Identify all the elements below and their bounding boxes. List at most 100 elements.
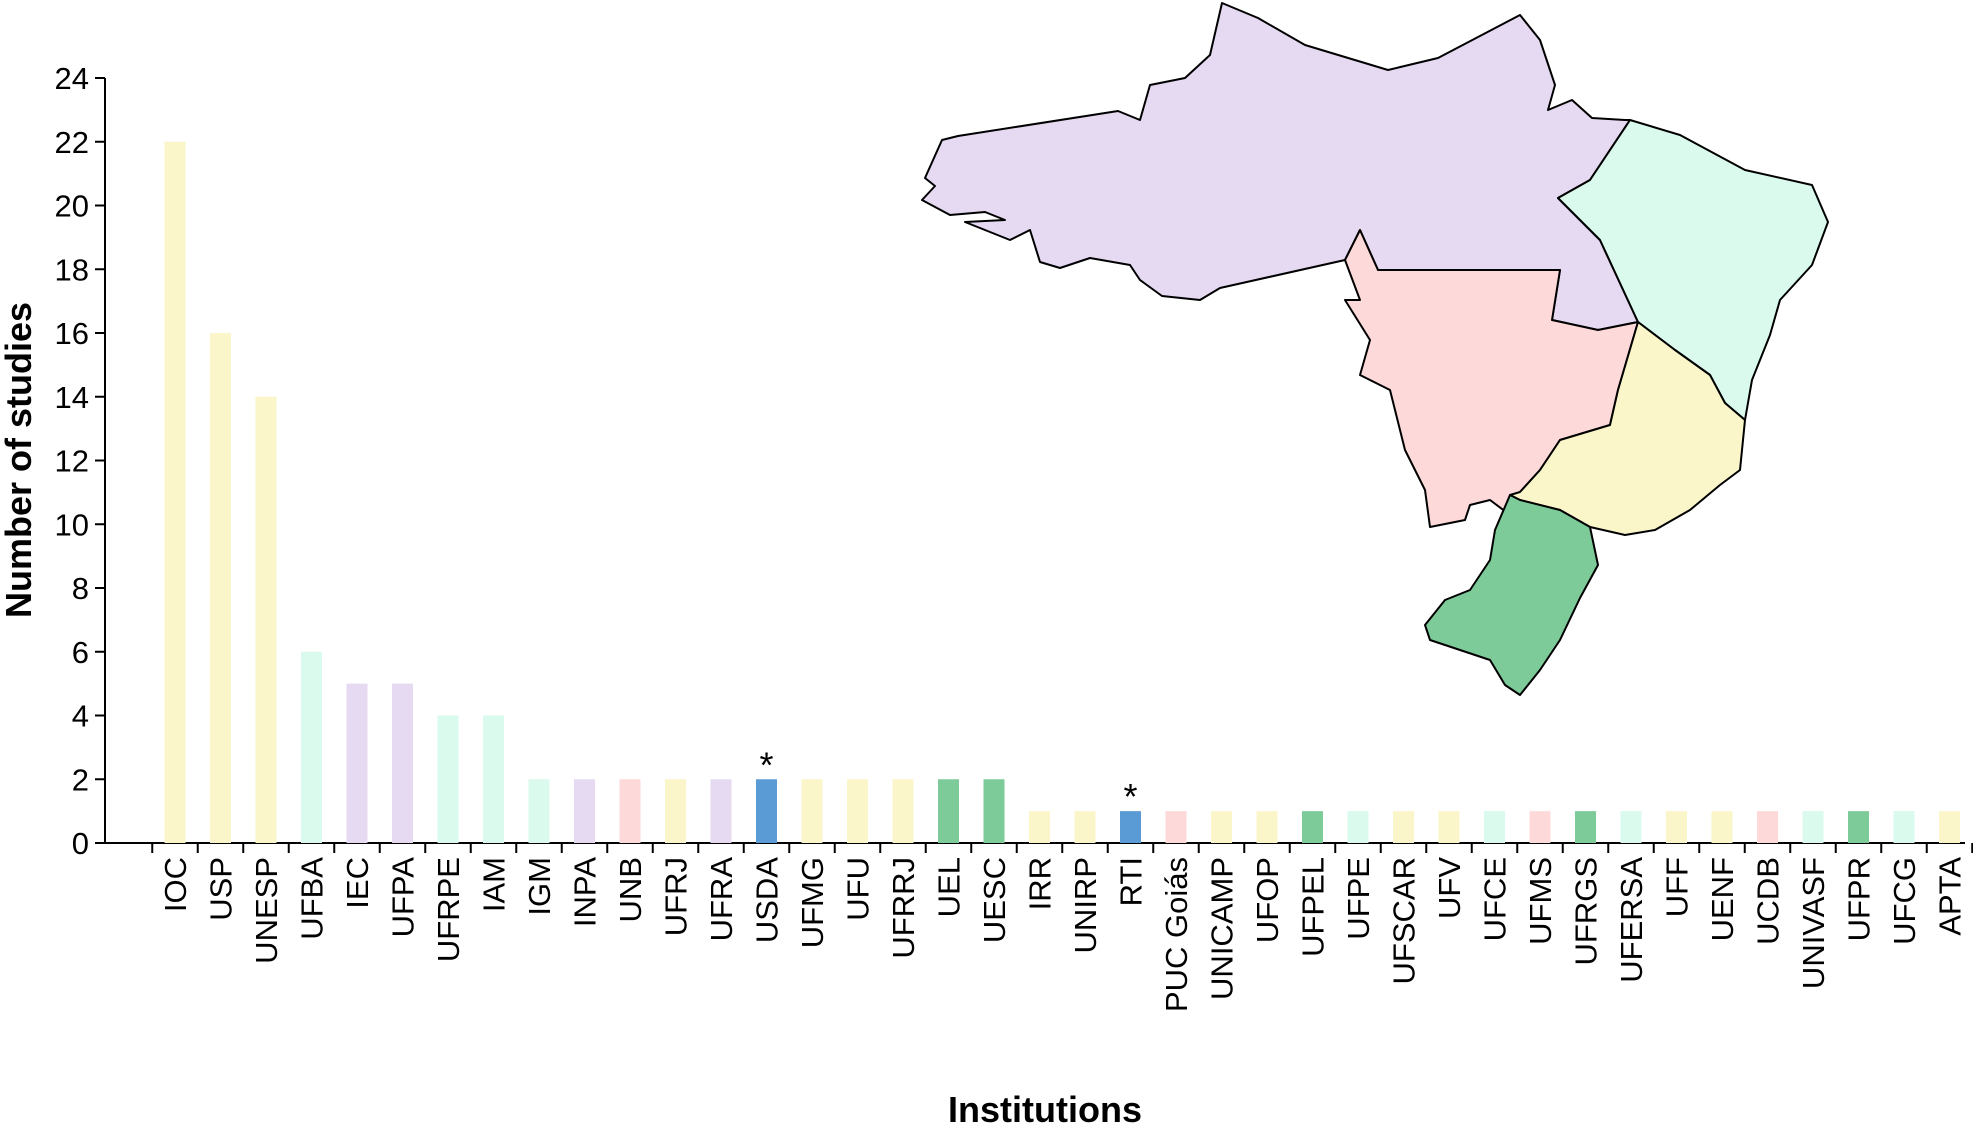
- bar-unesp: [255, 396, 277, 843]
- x-tick-label: UNESP: [249, 857, 284, 964]
- bar-ufms: [1529, 811, 1551, 843]
- x-tick-label: UENF: [1705, 857, 1740, 941]
- map-region-south: [1424, 494, 1599, 696]
- bar-ioc: [164, 141, 186, 843]
- x-tick-label: RTI: [1114, 857, 1149, 906]
- x-tick-label: UFU: [841, 857, 876, 921]
- x-tick-label: IAM: [477, 857, 512, 912]
- y-tick-label: 4: [72, 699, 89, 734]
- x-tick-label: IRR: [1023, 857, 1058, 910]
- x-tick-label: UFCG: [1887, 857, 1922, 945]
- x-tick-label: UFPEL: [1296, 857, 1331, 957]
- x-tick-label: UNIVASF: [1796, 857, 1831, 989]
- x-tick-label: UNIRP: [1068, 857, 1103, 953]
- y-tick-label: 12: [55, 444, 89, 479]
- x-axis-title: Institutions: [948, 1089, 1142, 1127]
- bar-ufmg: [801, 779, 823, 843]
- bar-unb: [619, 779, 641, 843]
- y-tick-label: 2: [72, 762, 89, 797]
- bar-ufpr: [1848, 811, 1869, 843]
- x-tick-label: UCDB: [1751, 857, 1786, 945]
- y-tick-label: 18: [55, 252, 89, 287]
- bar-ufpel: [1302, 811, 1323, 843]
- bar-ufrpe: [437, 715, 459, 843]
- x-tick-label: UFCE: [1478, 857, 1513, 941]
- y-tick-label: 20: [55, 189, 89, 224]
- x-tick-labels: IOC USP UNESP UFBA IEC UFPA UFRPE IAM IGM INPA UNB…: [151, 843, 1973, 1012]
- x-tick-label: UFBA: [295, 857, 330, 940]
- x-tick-label: UESC: [977, 857, 1012, 943]
- bar-ufersa: [1620, 811, 1642, 843]
- bar-ufrj: [665, 779, 686, 843]
- x-tick-label: APTA: [1933, 857, 1968, 936]
- x-tick-label: UFPE: [1341, 857, 1376, 940]
- x-tick-label: UFV: [1432, 857, 1467, 919]
- bar-ufpe: [1347, 811, 1369, 843]
- bar-univasf: [1802, 811, 1824, 843]
- bar-uesc: [983, 779, 1005, 843]
- y-axis-title: Number of studies: [0, 302, 39, 618]
- annotations: **: [759, 744, 1137, 817]
- x-tick-label: UFMG: [795, 857, 830, 948]
- x-tick-label: USP: [204, 857, 239, 921]
- bars: [164, 141, 1960, 843]
- x-tick-label: UFPA: [386, 857, 421, 938]
- x-tick-label: UFRGS: [1569, 857, 1604, 966]
- x-tick-label: UFRA: [704, 857, 739, 942]
- y-tick-label: 8: [72, 571, 89, 606]
- bar-irr: [1029, 811, 1050, 843]
- bar-iec: [346, 683, 368, 843]
- bar-rti: [1120, 811, 1141, 843]
- map-region-northeast: [1557, 119, 1829, 421]
- y-tick-label: 6: [72, 635, 89, 670]
- x-tick-label: INPA: [568, 857, 603, 927]
- x-tick-label: UFSCAR: [1387, 857, 1422, 984]
- bar-uel: [938, 779, 959, 843]
- bar-ucdb: [1757, 811, 1778, 843]
- bar-ufcg: [1893, 811, 1915, 843]
- y-tick-label: 22: [55, 125, 89, 160]
- bar-inpa: [574, 779, 595, 843]
- map-region-southeast: [1509, 321, 1746, 536]
- bar-igm: [528, 779, 550, 843]
- map-region-central-west: [1344, 229, 1639, 528]
- bar-ufscar: [1393, 811, 1414, 843]
- bar-usp: [210, 333, 231, 843]
- bar-ufu: [847, 779, 868, 843]
- brazil-region-map: [921, 2, 1829, 696]
- x-tick-label: UNB: [613, 857, 648, 922]
- x-tick-label: UFF: [1660, 857, 1695, 917]
- bar-uff: [1666, 811, 1687, 843]
- y-tick-label: 14: [55, 380, 89, 415]
- x-tick-label: IEC: [340, 857, 375, 909]
- annotation-asterisk: *: [1123, 776, 1137, 817]
- bar-ufba: [301, 651, 322, 843]
- x-tick-label: UFRPE: [431, 857, 466, 962]
- bar-ufop: [1256, 811, 1278, 843]
- x-tick-label: UFERSA: [1614, 857, 1649, 983]
- x-tick-label: USDA: [750, 857, 785, 943]
- bar-ufrrj: [892, 779, 914, 843]
- x-tick-label: UFRJ: [659, 857, 694, 936]
- y-tick-label: 0: [72, 826, 89, 861]
- bar-unicamp: [1211, 811, 1232, 843]
- bar-unirp: [1074, 811, 1096, 843]
- x-tick-label: IOC: [158, 857, 193, 912]
- y-tick-label: 16: [55, 316, 89, 351]
- x-tick-label: UFPR: [1842, 857, 1877, 941]
- annotation-asterisk: *: [759, 744, 773, 785]
- bar-ufrgs: [1575, 811, 1596, 843]
- bar-ufce: [1484, 811, 1505, 843]
- x-tick-label: UFRRJ: [886, 857, 921, 959]
- bar-iam: [483, 715, 504, 843]
- x-tick-label: PUC Goiás: [1159, 857, 1194, 1012]
- bar-ufpa: [392, 683, 413, 843]
- bar-ufra: [710, 779, 732, 843]
- bar-uenf: [1711, 811, 1733, 843]
- x-tick-label: UNICAMP: [1205, 857, 1240, 1000]
- map-region-north: [921, 2, 1639, 331]
- y-tick-label: 24: [55, 61, 89, 96]
- y-tick-label: 10: [55, 507, 89, 542]
